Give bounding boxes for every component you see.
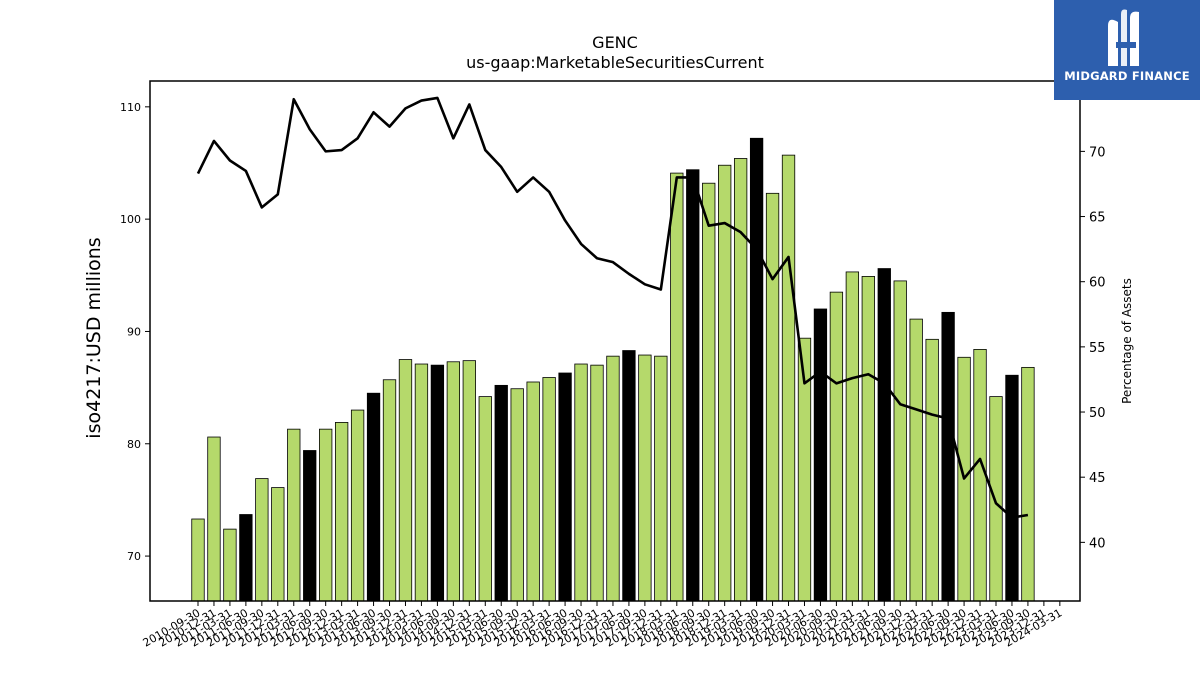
bar [718, 164, 732, 602]
brand-logo: MIDGARD FINANCE [1054, 0, 1200, 100]
bar [845, 271, 860, 602]
bar [781, 154, 796, 602]
bar [223, 528, 237, 602]
y-tick-label: 100 [120, 213, 141, 226]
bar [287, 428, 301, 602]
bar [989, 396, 1003, 602]
percentage-line [196, 96, 1029, 519]
bar [558, 372, 572, 602]
bar [526, 381, 540, 602]
bar [702, 182, 716, 602]
bar [494, 384, 508, 602]
bar [1005, 374, 1019, 602]
bar [350, 409, 365, 602]
bar [941, 311, 955, 602]
left-axis: 70 80 90 100 110 [120, 101, 150, 563]
chart-title: GENC [592, 33, 638, 52]
y-tick-label: 110 [120, 101, 141, 114]
logo-text: MIDGARD FINANCE [1064, 69, 1190, 83]
bar [334, 422, 349, 602]
plot-frame [149, 80, 1081, 602]
y2-tick-label: 45 [1089, 471, 1106, 486]
bar [398, 359, 413, 602]
x-axis: 2010-09-302010-12-312011-03-312011-06-30… [141, 601, 1064, 650]
bar [893, 280, 907, 602]
bar [319, 428, 333, 602]
bar [510, 388, 524, 602]
bar [590, 364, 604, 602]
bar [877, 268, 891, 602]
bar [478, 396, 492, 602]
y-tick-label: 80 [127, 438, 141, 451]
bar [973, 349, 987, 602]
bar [909, 318, 923, 602]
y-tick-label: 90 [127, 325, 141, 338]
chart-subtitle: us-gaap:MarketableSecuritiesCurrent [466, 53, 764, 72]
bar [414, 363, 429, 602]
bar [765, 192, 780, 602]
bar [239, 514, 253, 602]
y-axis-label: iso4217:USD millions [83, 237, 105, 438]
y2-axis-label: Percentage of Assets [1120, 278, 1134, 404]
bar [574, 363, 588, 602]
bar [622, 350, 636, 602]
right-axis: 40 45 50 55 60 65 70 [1080, 145, 1106, 551]
bar [255, 478, 269, 602]
bar [654, 355, 668, 602]
bar [542, 377, 556, 602]
bar [813, 308, 828, 602]
bar [606, 355, 620, 602]
logo-mark-icon [1108, 9, 1139, 66]
bar [271, 487, 285, 602]
bar [1021, 366, 1035, 602]
bar-group [191, 137, 1035, 602]
y2-tick-label: 65 [1089, 211, 1106, 226]
bar [366, 392, 381, 602]
y-tick-label: 70 [127, 550, 141, 563]
bar [638, 354, 652, 602]
bar [191, 518, 205, 602]
bar [829, 291, 844, 602]
bar [686, 169, 700, 602]
bar [670, 172, 684, 602]
bar [430, 364, 445, 602]
y2-tick-label: 50 [1089, 406, 1106, 421]
bar [749, 137, 764, 602]
bar [925, 338, 939, 602]
bar [207, 436, 221, 602]
bar [462, 360, 476, 602]
bar [733, 158, 748, 602]
bar [303, 450, 317, 602]
y2-tick-label: 60 [1089, 276, 1106, 291]
line-group [196, 96, 1029, 519]
y2-tick-label: 55 [1089, 341, 1106, 356]
bar [861, 276, 875, 602]
y2-tick-label: 70 [1089, 145, 1106, 160]
bar [382, 379, 397, 602]
y2-tick-label: 40 [1089, 536, 1106, 551]
bar [446, 361, 461, 602]
